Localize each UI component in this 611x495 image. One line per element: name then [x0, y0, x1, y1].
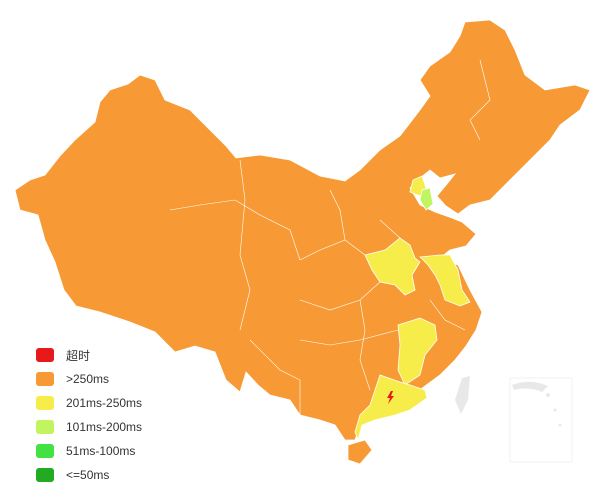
region-hainan[interactable] [347, 439, 373, 465]
legend-label: 201ms-250ms [66, 396, 143, 410]
legend-label: >250ms [66, 372, 110, 386]
region-henan[interactable] [364, 237, 421, 296]
legend-swatch [36, 468, 54, 482]
legend-item-over-250[interactable]: >250ms [36, 367, 142, 391]
legend-item-201-250[interactable]: 201ms-250ms [36, 391, 142, 415]
legend-swatch [36, 348, 54, 362]
legend: 超时 >250ms 201ms-250ms 101ms-200ms 51ms-1… [36, 343, 142, 487]
legend-swatch [36, 396, 54, 410]
legend-label: 51ms-100ms [66, 444, 136, 458]
legend-item-under-50[interactable]: <=50ms [36, 463, 142, 487]
region-jiangxi[interactable] [397, 317, 438, 386]
legend-label: 101ms-200ms [66, 420, 143, 434]
legend-item-timeout[interactable]: 超时 [36, 343, 142, 367]
legend-item-51-100[interactable]: 51ms-100ms [36, 439, 142, 463]
legend-swatch [36, 420, 54, 434]
legend-item-101-200[interactable]: 101ms-200ms [36, 415, 142, 439]
south-china-sea-inset [509, 377, 573, 463]
legend-swatch [36, 372, 54, 386]
legend-label: <=50ms [66, 468, 110, 482]
region-guangdong[interactable] [354, 374, 428, 442]
lightning-icon [387, 391, 394, 404]
region-tianjin[interactable] [419, 187, 434, 211]
legend-swatch [36, 444, 54, 458]
legend-label: 超时 [66, 348, 91, 363]
province-borders [169, 59, 491, 415]
region-jiangsu[interactable] [419, 254, 471, 307]
region-taiwan[interactable] [455, 376, 470, 414]
region-china-other[interactable] [14, 19, 591, 441]
